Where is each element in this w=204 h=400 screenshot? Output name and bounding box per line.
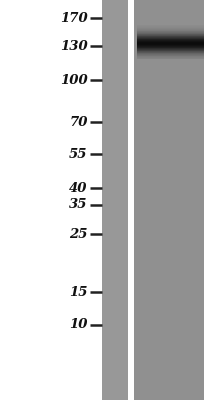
Text: 35: 35 xyxy=(69,198,88,211)
Bar xyxy=(137,35,204,36)
Bar xyxy=(137,43,204,44)
Bar xyxy=(137,37,204,38)
Bar xyxy=(137,57,204,58)
Bar xyxy=(137,51,204,52)
Bar xyxy=(137,27,204,28)
Text: 25: 25 xyxy=(69,228,88,240)
Text: 70: 70 xyxy=(69,116,88,128)
Bar xyxy=(137,31,204,32)
Bar xyxy=(137,25,204,26)
Bar xyxy=(137,28,204,29)
Bar xyxy=(137,32,204,33)
Bar xyxy=(134,0,204,400)
Bar xyxy=(137,30,204,31)
Bar xyxy=(137,45,204,46)
Bar xyxy=(137,52,204,53)
Bar xyxy=(137,54,204,55)
Bar xyxy=(137,36,204,37)
Bar xyxy=(137,47,204,48)
Text: 40: 40 xyxy=(69,182,88,194)
Bar xyxy=(137,41,204,42)
Bar xyxy=(102,0,128,400)
Text: 10: 10 xyxy=(69,318,88,331)
Text: 170: 170 xyxy=(60,12,88,24)
Bar xyxy=(137,34,204,35)
Bar xyxy=(137,53,204,54)
Bar xyxy=(137,46,204,47)
Text: 130: 130 xyxy=(60,40,88,52)
Bar xyxy=(137,42,204,43)
Bar xyxy=(137,39,204,40)
Bar xyxy=(137,33,204,34)
Bar xyxy=(137,50,204,51)
Text: 55: 55 xyxy=(69,148,88,160)
Bar xyxy=(137,26,204,27)
Bar xyxy=(137,55,204,56)
Bar xyxy=(137,25,204,26)
Bar xyxy=(137,29,204,30)
Bar xyxy=(137,58,204,59)
Bar xyxy=(137,56,204,57)
Bar xyxy=(137,38,204,39)
Text: 15: 15 xyxy=(69,286,88,298)
Bar xyxy=(137,49,204,50)
Bar xyxy=(137,44,204,45)
Bar xyxy=(137,40,204,41)
Text: 100: 100 xyxy=(60,74,88,86)
Bar xyxy=(137,48,204,49)
Bar xyxy=(128,0,134,400)
Bar xyxy=(137,52,204,53)
